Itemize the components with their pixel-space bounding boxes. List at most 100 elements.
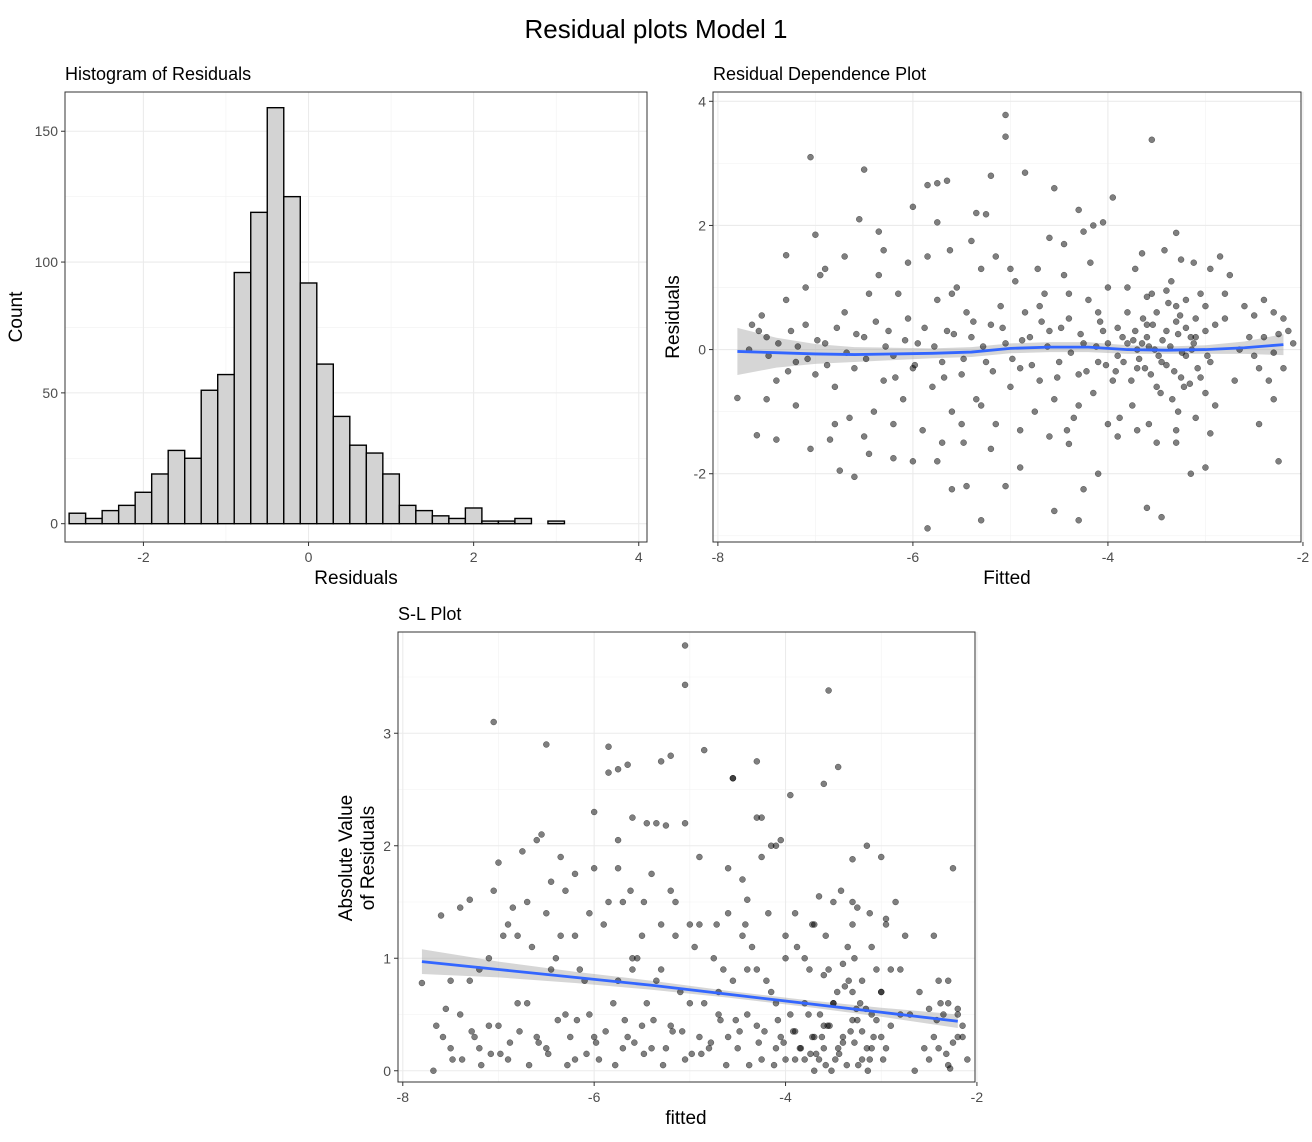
data-point bbox=[1026, 333, 1034, 341]
histogram-y-ticks: 0 50 100 150 bbox=[35, 123, 65, 532]
data-point bbox=[525, 1061, 533, 1069]
data-point bbox=[681, 820, 689, 827]
histogram-bar bbox=[200, 389, 219, 525]
data-point bbox=[1124, 284, 1131, 291]
data-point bbox=[595, 1056, 603, 1063]
data-point bbox=[1153, 439, 1160, 446]
smooth-line bbox=[737, 343, 1284, 356]
data-point bbox=[605, 743, 612, 750]
data-point bbox=[784, 368, 792, 375]
data-point bbox=[1153, 383, 1160, 391]
data-point bbox=[924, 525, 931, 532]
data-point bbox=[544, 1050, 552, 1058]
data-point bbox=[870, 408, 878, 415]
data-point bbox=[1046, 327, 1053, 335]
data-point bbox=[715, 1011, 722, 1018]
data-point bbox=[681, 642, 689, 649]
data-point bbox=[823, 361, 831, 369]
histogram-panel: Histogram of Residuals -2 0 2 4 0 50 100 150 R… bbox=[6, 64, 648, 589]
data-point bbox=[831, 420, 839, 428]
data-point bbox=[911, 361, 919, 369]
histogram-bar bbox=[448, 517, 467, 525]
data-point bbox=[938, 439, 946, 446]
data-point bbox=[485, 955, 493, 962]
data-point bbox=[1202, 464, 1209, 471]
data-point bbox=[1087, 259, 1094, 266]
histogram-bar bbox=[233, 271, 252, 525]
data-point bbox=[943, 177, 951, 185]
data-point bbox=[640, 1050, 648, 1058]
data-point bbox=[1141, 364, 1149, 372]
data-point bbox=[763, 977, 770, 984]
data-point bbox=[691, 943, 698, 951]
histogram-bar bbox=[117, 504, 136, 525]
data-point bbox=[1265, 377, 1273, 384]
data-point bbox=[1094, 309, 1102, 316]
data-point bbox=[1046, 433, 1053, 440]
data-point bbox=[1065, 290, 1073, 297]
data-point bbox=[1177, 256, 1185, 263]
data-point bbox=[1143, 321, 1151, 329]
data-point bbox=[745, 1061, 753, 1069]
data-point bbox=[571, 870, 579, 878]
histogram-bar bbox=[217, 373, 235, 525]
data-point bbox=[853, 330, 860, 338]
data-point bbox=[1031, 408, 1039, 415]
data-point bbox=[1169, 395, 1176, 403]
data-point bbox=[659, 1061, 667, 1069]
data-point bbox=[791, 1056, 799, 1063]
data-point bbox=[770, 1061, 778, 1069]
data-point bbox=[934, 296, 941, 304]
data-point bbox=[1102, 361, 1110, 369]
data-point bbox=[807, 153, 814, 161]
data-point bbox=[614, 865, 622, 872]
histogram-bar bbox=[316, 363, 334, 525]
y-tick-label: -2 bbox=[694, 466, 707, 482]
data-point bbox=[944, 977, 952, 984]
data-point bbox=[672, 932, 679, 939]
data-point bbox=[1177, 374, 1185, 381]
data-point bbox=[772, 842, 780, 849]
histogram-bar bbox=[266, 106, 285, 525]
data-point bbox=[831, 383, 839, 391]
data-point bbox=[1051, 184, 1058, 192]
data-point bbox=[1021, 309, 1029, 316]
data-point bbox=[851, 955, 858, 962]
data-point bbox=[954, 1011, 962, 1018]
confidence-band bbox=[737, 327, 1284, 376]
data-point bbox=[822, 932, 829, 939]
data-point bbox=[765, 910, 772, 917]
data-point bbox=[456, 904, 464, 911]
data-point bbox=[562, 887, 569, 894]
data-point bbox=[755, 327, 763, 335]
data-point bbox=[809, 1033, 816, 1041]
data-point bbox=[1158, 513, 1165, 521]
data-point bbox=[1280, 315, 1287, 322]
data-point bbox=[543, 1045, 550, 1052]
histogram-bar bbox=[398, 504, 417, 525]
data-point bbox=[681, 1056, 689, 1063]
data-point bbox=[963, 309, 970, 316]
data-point bbox=[930, 1033, 938, 1041]
data-point bbox=[1119, 333, 1126, 341]
data-point bbox=[573, 1016, 581, 1024]
data-point bbox=[610, 1000, 617, 1007]
histogram-x-label: Residuals bbox=[314, 568, 397, 589]
sl-y-ticks: 0 1 2 3 bbox=[383, 725, 398, 1079]
data-point bbox=[977, 517, 985, 524]
data-point bbox=[1158, 358, 1165, 366]
data-point bbox=[681, 681, 689, 689]
data-point bbox=[1129, 402, 1136, 409]
data-point bbox=[1211, 321, 1219, 329]
data-point bbox=[1255, 364, 1263, 372]
data-point bbox=[791, 910, 799, 917]
data-point bbox=[1231, 377, 1238, 384]
data-point bbox=[1124, 309, 1131, 316]
data-point bbox=[614, 836, 622, 844]
data-point bbox=[619, 1045, 627, 1052]
data-point bbox=[624, 761, 631, 768]
data-point bbox=[817, 271, 824, 279]
data-point bbox=[1280, 364, 1287, 372]
data-point bbox=[845, 977, 852, 984]
data-point bbox=[987, 321, 995, 329]
